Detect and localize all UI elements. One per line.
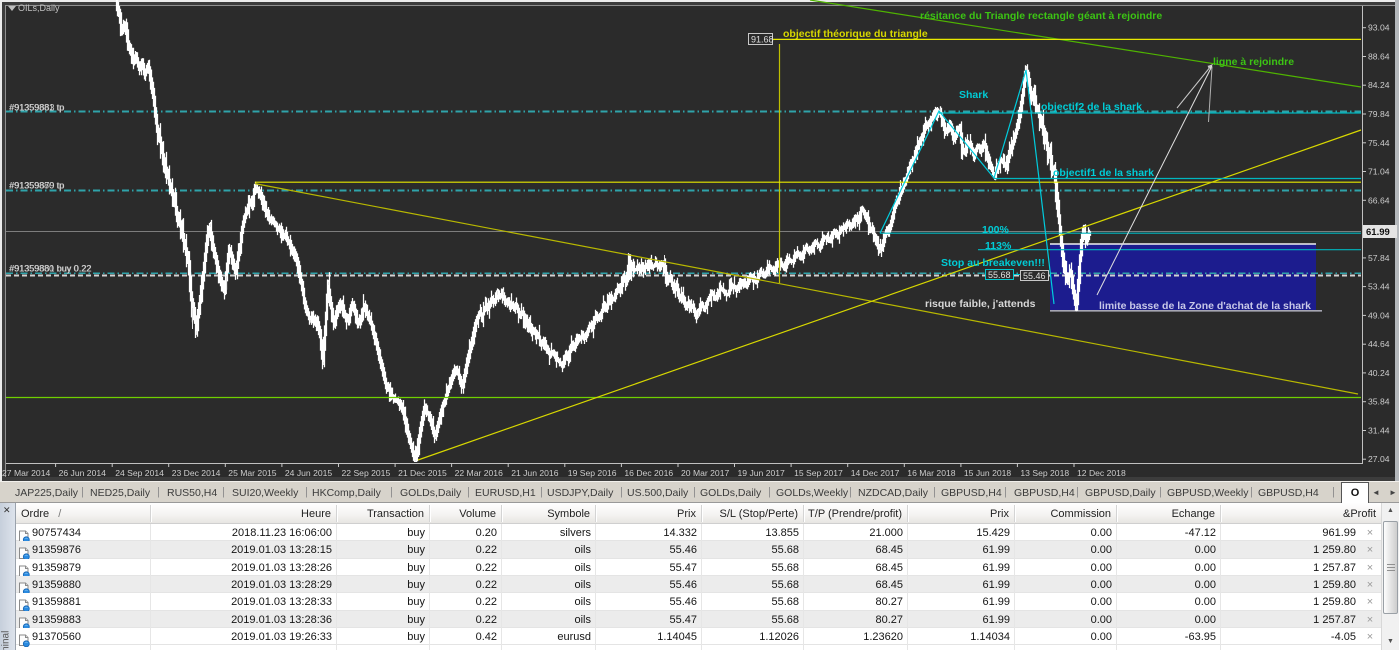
svg-text:55.68: 55.68 [988,270,1011,280]
svg-text:22 Mar 2016: 22 Mar 2016 [455,468,503,478]
svg-text:ligne à rejoindre: ligne à rejoindre [1213,56,1294,68]
svg-text:#91359879 tp: #91359879 tp [10,181,65,191]
svg-text:24 Jun 2015: 24 Jun 2015 [285,468,333,478]
svg-text:19 Sep 2016: 19 Sep 2016 [568,468,617,478]
svg-text:OILs,Daily: OILs,Daily [18,3,60,13]
svg-text:14 Dec 2017: 14 Dec 2017 [851,468,900,478]
svg-text:40.24: 40.24 [1368,368,1390,378]
svg-text:27 Mar 2014: 27 Mar 2014 [2,468,50,478]
svg-text:#91359883 tp: #91359883 tp [10,102,65,112]
svg-text:61.99: 61.99 [1366,227,1390,238]
svg-text:75.44: 75.44 [1368,138,1390,148]
svg-text:25 Mar 2015: 25 Mar 2015 [228,468,276,478]
svg-text:71.04: 71.04 [1368,167,1390,177]
svg-text:#91359881 buy 0.22: #91359881 buy 0.22 [10,264,92,274]
svg-text:12 Dec 2018: 12 Dec 2018 [1077,468,1126,478]
svg-text:15 Jun 2018: 15 Jun 2018 [964,468,1012,478]
svg-text:15 Sep 2017: 15 Sep 2017 [794,468,843,478]
svg-text:24 Sep 2014: 24 Sep 2014 [115,468,164,478]
svg-text:79.84: 79.84 [1368,109,1390,119]
svg-text:84.24: 84.24 [1368,80,1390,90]
svg-text:55.46: 55.46 [1023,271,1046,281]
svg-text:21 Jun 2016: 21 Jun 2016 [511,468,559,478]
svg-text:objectif1 de la shark: objectif1 de la shark [1053,167,1154,179]
svg-text:91.68: 91.68 [751,35,774,45]
svg-text:100%: 100% [982,224,1010,236]
svg-text:26 Jun 2014: 26 Jun 2014 [59,468,107,478]
svg-text:44.64: 44.64 [1368,339,1390,349]
svg-text:résitance du Triangle rectangl: résitance du Triangle rectangle géant à … [920,10,1162,22]
svg-text:93.04: 93.04 [1368,23,1390,33]
svg-text:113%: 113% [985,240,1012,252]
svg-text:objectif théorique du triangle: objectif théorique du triangle [783,28,928,40]
svg-text:19 Jun 2017: 19 Jun 2017 [738,468,786,478]
svg-text:35.84: 35.84 [1368,397,1390,407]
svg-text:49.04: 49.04 [1368,310,1390,320]
svg-text:16 Dec 2016: 16 Dec 2016 [624,468,673,478]
svg-text:risque faible, j'attends: risque faible, j'attends [925,298,1036,310]
svg-text:limite basse de la Zone d'acha: limite basse de la Zone d'achat de la sh… [1099,300,1311,312]
svg-text:#91359880 buy 0.22: #91359880 buy 0.22 [9,264,91,274]
svg-text:20 Mar 2017: 20 Mar 2017 [681,468,729,478]
svg-text:66.64: 66.64 [1368,195,1390,205]
svg-text:Stop au breakeven!!!: Stop au breakeven!!! [941,257,1045,269]
svg-text:23 Dec 2014: 23 Dec 2014 [172,468,221,478]
svg-text:13 Sep 2018: 13 Sep 2018 [1020,468,1069,478]
svg-text:27.04: 27.04 [1368,454,1390,464]
svg-text:21 Dec 2015: 21 Dec 2015 [398,468,447,478]
svg-text:#91359880 tp: #91359880 tp [9,181,64,191]
svg-text:objectif2 de la shark: objectif2 de la shark [1041,101,1142,113]
svg-text:#91359881 tp: #91359881 tp [9,102,64,112]
svg-text:57.84: 57.84 [1368,253,1390,263]
svg-text:16 Mar 2018: 16 Mar 2018 [907,468,955,478]
svg-text:Shark: Shark [959,89,988,101]
svg-text:22 Sep 2015: 22 Sep 2015 [342,468,391,478]
svg-text:31.44: 31.44 [1368,426,1390,436]
svg-text:53.44: 53.44 [1368,282,1390,292]
svg-text:88.64: 88.64 [1368,52,1390,62]
